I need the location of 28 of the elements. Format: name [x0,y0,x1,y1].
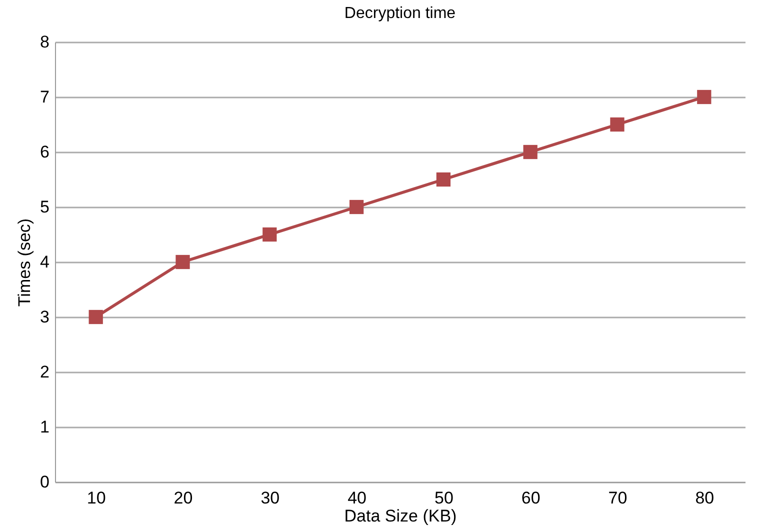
y-tick-label: 8 [40,32,50,52]
y-tick-label: 5 [40,198,50,216]
y-tick-label: 2 [40,362,50,382]
point [88,310,103,324]
point [262,227,277,242]
x-tick-label: 80 [695,488,714,508]
point [610,117,624,132]
y-tick-label: 4 [40,252,50,272]
x-tick-label: 30 [260,488,280,508]
x-tick-label: 50 [434,488,454,508]
point [176,254,190,270]
y-tick-label: 0 [40,472,50,492]
point [697,90,712,104]
point [523,144,538,160]
y-tick-label: 1 [40,418,50,436]
chart-title: Decryption time [344,5,456,22]
x-tick-label: 20 [174,488,193,508]
x-axis-title: Data Size (KB) [344,506,457,526]
y-axis-title: Times (sec) [15,218,34,307]
x-tick-label: 60 [521,488,540,508]
x-tick-label: 70 [608,488,628,508]
point [349,200,364,214]
y-tick-label: 7 [40,88,50,106]
y-tick-label: 3 [40,308,50,326]
x-tick-label: 10 [86,488,106,508]
point [436,172,451,187]
x-tick-label: 40 [348,488,367,508]
y-tick-label: 6 [40,142,50,162]
